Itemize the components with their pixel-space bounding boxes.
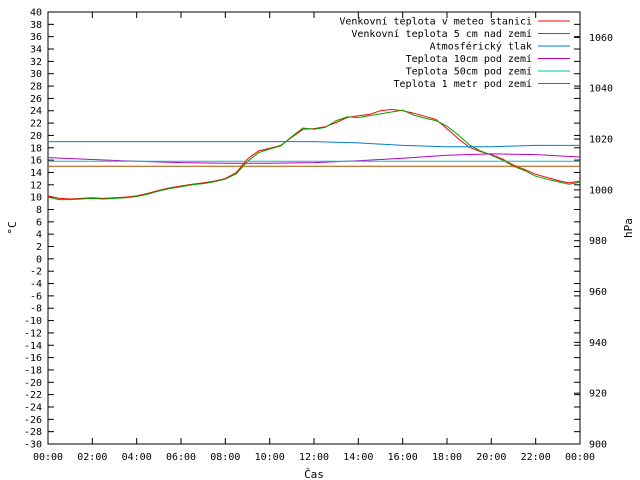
- y-tick-label: 38: [30, 20, 42, 31]
- legend-label-5: Teplota 50cm pod zemí: [406, 66, 532, 78]
- series-line-2: [47, 109, 581, 201]
- x-tick-label: 04:00: [122, 452, 152, 463]
- x-tick-label: 22:00: [521, 452, 551, 463]
- y-tick-label: -18: [24, 365, 42, 376]
- y-tick-label: 16: [30, 156, 42, 167]
- y-tick-label: 22: [30, 119, 42, 130]
- x-tick-label: 14:00: [343, 452, 373, 463]
- x-axis-title: Čas: [304, 468, 324, 480]
- y-tick-label: -28: [24, 427, 42, 438]
- y-tick-label: 28: [30, 82, 42, 93]
- x-tick-label: 02:00: [77, 452, 107, 463]
- x-tick-label: 00:00: [33, 452, 63, 463]
- series-line-3: [48, 141, 580, 148]
- y-tick-label: -14: [24, 341, 42, 352]
- y-tick-label: -4: [30, 279, 42, 290]
- y-tick-label: 2: [36, 242, 42, 253]
- legend-label-6: Teplota 1 metr pod zemí: [394, 78, 532, 90]
- y-tick-label: -22: [24, 390, 42, 401]
- x-tick-label: 16:00: [388, 452, 418, 463]
- y-tick-label: 12: [30, 180, 42, 191]
- x-tick-label: 00:00: [565, 452, 595, 463]
- y-tick-label: 40: [30, 8, 42, 19]
- y-tick-label: -12: [24, 328, 42, 339]
- x-tick-label: 18:00: [432, 452, 462, 463]
- x-axis-ticks: 00:00 02:00 04:00 06:00 08:00 10:00 12:00 14:00…: [33, 12, 595, 463]
- y-tick-label: 24: [30, 106, 42, 117]
- series-lines: [47, 108, 581, 201]
- legend: Venkovní teplota v meteo staniciVenkovní…: [339, 16, 570, 90]
- legend-label-4: Teplota 10cm pod zemí: [406, 53, 532, 65]
- y-tick-label: 32: [30, 57, 42, 68]
- y2-tick-label: 1000: [589, 185, 613, 196]
- x-tick-label: 08:00: [210, 452, 240, 463]
- y-tick-label: 6: [36, 217, 42, 228]
- y-tick-label: -10: [24, 316, 42, 327]
- y2-axis-ticks: 1060 1040 1020 1000 980 960 940 920 900: [574, 33, 613, 451]
- series-line-1: [47, 108, 581, 200]
- y2-tick-label: 980: [589, 236, 607, 247]
- y-tick-label: 14: [30, 168, 42, 179]
- y-tick-label: -16: [24, 353, 42, 364]
- x-tick-label: 06:00: [166, 452, 196, 463]
- y-axis-ticks: 4038363432302826242220181614121086420-2-…: [24, 8, 580, 451]
- y-tick-label: 26: [30, 94, 42, 105]
- y-tick-label: 34: [30, 45, 42, 56]
- y2-tick-label: 920: [589, 389, 607, 400]
- legend-label-3: Atmosférický tlak: [430, 41, 532, 53]
- x-tick-label: 10:00: [255, 452, 285, 463]
- y-tick-label: 30: [30, 69, 42, 80]
- y2-tick-label: 1040: [589, 84, 613, 95]
- legend-label-1: Venkovní teplota v meteo stanici: [339, 16, 532, 28]
- y-tick-label: -24: [24, 402, 42, 413]
- y-tick-label: -20: [24, 378, 42, 389]
- y2-tick-label: 1060: [589, 33, 613, 44]
- y-tick-label: 10: [30, 193, 42, 204]
- y2-tick-label: 940: [589, 338, 607, 349]
- legend-label-2: Venkovní teplota 5 cm nad zemí: [351, 28, 532, 40]
- y-tick-label: 0: [36, 254, 42, 265]
- y-tick-label: -2: [30, 267, 42, 278]
- y-tick-label: -26: [24, 415, 42, 426]
- y2-tick-label: 900: [589, 440, 607, 451]
- y-tick-label: -6: [30, 291, 42, 302]
- y-axis-title: °C: [6, 221, 19, 234]
- y-tick-label: -30: [24, 440, 42, 451]
- y-tick-label: -8: [30, 304, 42, 315]
- y2-tick-label: 960: [589, 287, 607, 298]
- x-tick-label: 12:00: [299, 452, 329, 463]
- y-tick-label: 36: [30, 32, 42, 43]
- y2-axis-title: hPa: [622, 218, 635, 238]
- y-tick-label: 20: [30, 131, 42, 142]
- y-tick-label: 8: [36, 205, 42, 216]
- y-tick-label: 4: [36, 230, 42, 241]
- y2-tick-label: 1020: [589, 135, 613, 146]
- x-tick-label: 20:00: [476, 452, 506, 463]
- y-tick-label: 18: [30, 143, 42, 154]
